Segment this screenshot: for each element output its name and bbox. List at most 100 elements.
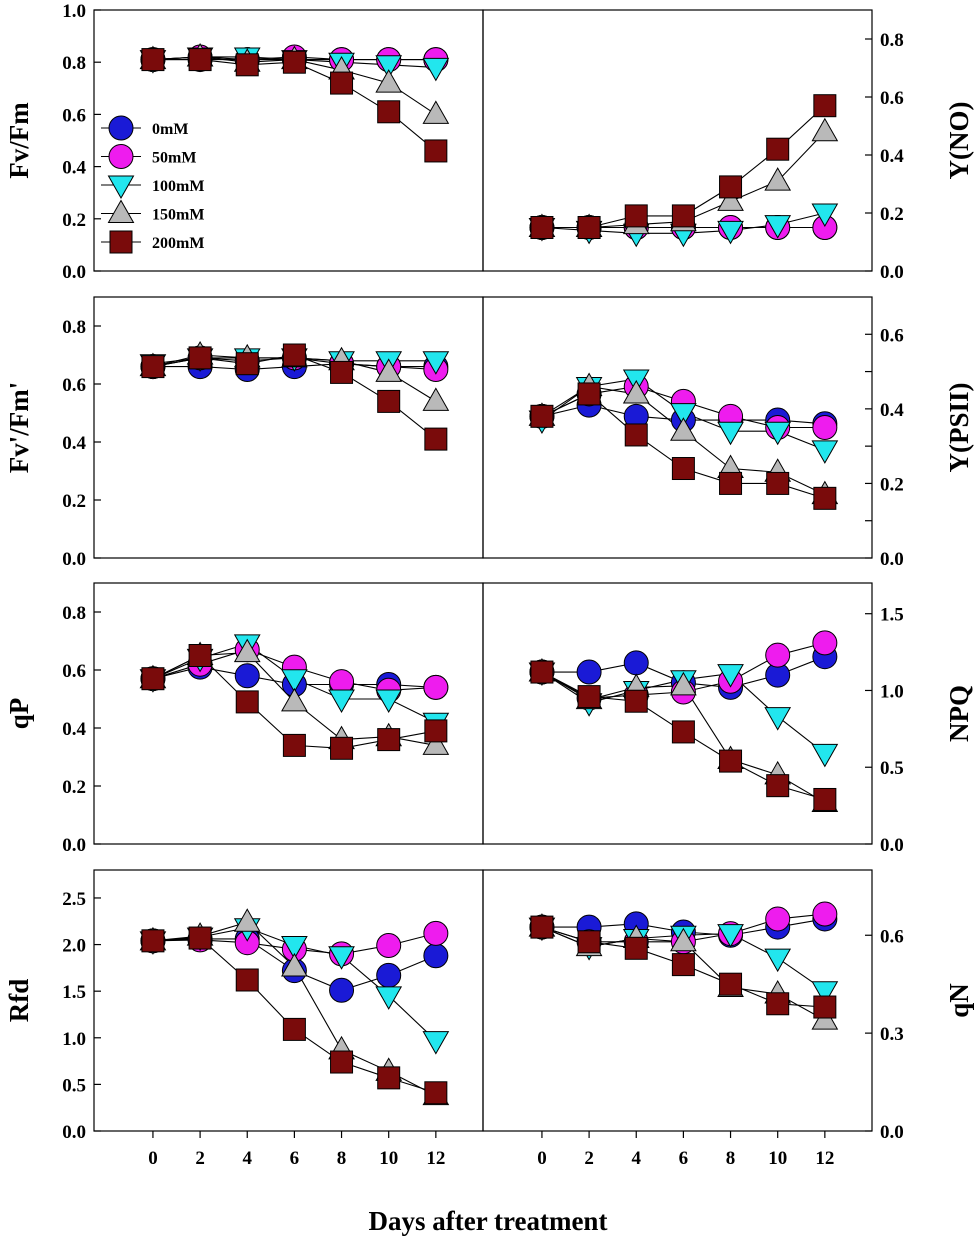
panel-ypsii: 0.0 0.2 0.4 0.6 Y(PSII): [482, 296, 974, 570]
x-tick-label: 12: [426, 1148, 445, 1169]
data-point-150mM: [622, 379, 650, 404]
data-point-100mM: [328, 946, 355, 970]
y-tick-label: 2.5: [62, 889, 86, 910]
legend-marker-200mM: [109, 230, 133, 254]
y-tick-label: 0.6: [62, 661, 86, 682]
data-point-200mM: [377, 100, 401, 124]
data-point-100mM: [717, 421, 744, 446]
y-axis-label: qP: [4, 698, 34, 730]
data-point-100mM: [811, 743, 839, 768]
data-point-0mM: [329, 977, 355, 1003]
panel-rfd: 0.0 0.5 1.0 1.5 2.0 2.5 Rfd 0 2 4 6 8 10 12: [4, 869, 484, 1169]
legend-label: 150mM: [152, 207, 204, 224]
data-point-200mM: [377, 1066, 401, 1090]
y-tick-label: 0.4: [880, 146, 904, 167]
x-tick-label: 6: [290, 1148, 300, 1169]
data-point-150mM: [764, 167, 792, 191]
data-point-200mM: [624, 204, 648, 228]
data-point-200mM: [377, 728, 401, 752]
data-point-0mM: [423, 943, 449, 969]
data-point-200mM: [624, 689, 648, 713]
y-axis-label: Rfd: [4, 979, 34, 1023]
data-point-200mM: [577, 216, 601, 239]
data-point-100mM: [281, 936, 308, 960]
data-point-150mM: [422, 100, 450, 124]
legend-label: 100mM: [152, 178, 204, 195]
data-point-200mM: [141, 48, 165, 72]
data-point-200mM: [624, 936, 648, 960]
x-tick-label: 10: [379, 1148, 398, 1169]
x-tick-label: 10: [768, 1148, 787, 1169]
data-point-150mM: [717, 187, 744, 211]
data-point-200mM: [719, 175, 743, 199]
data-point-100mM: [375, 55, 403, 79]
data-point-200mM: [624, 423, 648, 447]
y-axis-label: NPQ: [944, 685, 974, 742]
x-tick-label: 0: [148, 1148, 158, 1169]
data-point-50mM: [812, 630, 838, 656]
y-tick-label: 1.5: [880, 605, 904, 626]
x-tick-label: 12: [815, 1148, 834, 1169]
x-tick-label: 0: [537, 1148, 547, 1169]
data-point-200mM: [330, 360, 354, 384]
y-tick-label: 0.0: [62, 262, 86, 283]
y-tick-label: 0.0: [880, 549, 904, 570]
data-point-100mM: [764, 948, 792, 973]
y-tick-label: 0.6: [880, 88, 904, 109]
y-tick-label: 0.5: [62, 1075, 86, 1096]
data-point-200mM: [330, 71, 354, 95]
data-point-0mM: [234, 663, 260, 689]
data-point-50mM: [423, 674, 449, 700]
data-point-200mM: [188, 644, 212, 667]
legend-item: 0mM: [101, 115, 188, 141]
data-point-100mM: [764, 421, 792, 446]
data-point-100mM: [422, 1031, 450, 1055]
data-point-150mM: [670, 927, 697, 952]
y-tick-label: 0.2: [62, 210, 86, 231]
y-tick-label: 2.0: [62, 936, 86, 957]
y-tick-label: 0.2: [62, 491, 86, 512]
x-axis-label: Days after treatment: [369, 1206, 608, 1236]
data-point-150mM: [422, 731, 450, 755]
y-tick-label: 0.6: [880, 926, 904, 947]
data-point-200mM: [530, 660, 554, 684]
legend: 0mM 50mM 100mM 150mM 200mM: [101, 115, 204, 254]
data-point-50mM: [812, 415, 838, 440]
legend-marker-100mM: [107, 175, 135, 200]
data-point-200mM: [235, 968, 259, 992]
data-point-200mM: [424, 139, 448, 163]
data-point-100mM: [717, 220, 744, 245]
x-tick-label: 2: [584, 1148, 594, 1169]
data-point-200mM: [530, 216, 554, 239]
legend-label: 200mM: [152, 235, 204, 252]
panel-fvfmprime: 0.0 0.2 0.4 0.6 0.8 Fv'/Fm': [4, 296, 484, 570]
data-point-200mM: [813, 486, 837, 510]
data-point-200mM: [719, 749, 743, 773]
data-point-200mM: [424, 719, 448, 743]
y-tick-label: 1.0: [62, 1029, 86, 1050]
legend-marker-50mM: [108, 144, 134, 169]
data-point-200mM: [671, 457, 695, 481]
data-point-200mM: [530, 915, 554, 939]
plot-frame: [482, 296, 873, 559]
data-point-50mM: [765, 642, 791, 668]
y-tick-label: 0.2: [880, 474, 904, 495]
data-point-200mM: [719, 471, 743, 495]
data-point-200mM: [766, 137, 790, 161]
y-tick-label: 0.5: [880, 758, 904, 779]
data-point-150mM: [281, 687, 308, 712]
data-point-200mM: [330, 736, 354, 760]
data-point-50mM: [376, 933, 402, 959]
x-tick-label: 8: [726, 1148, 736, 1169]
data-point-150mM: [422, 387, 450, 411]
data-point-200mM: [766, 992, 790, 1016]
data-point-200mM: [235, 690, 259, 714]
panel-fvfm: 0.0 0.2 0.4 0.6 0.8 1.0 Fv/Fm: [4, 1, 484, 283]
y-tick-label: 0.6: [62, 375, 86, 396]
data-point-150mM: [670, 417, 697, 441]
data-point-100mM: [811, 981, 839, 1005]
y-tick-label: 0.0: [880, 1122, 904, 1143]
data-point-200mM: [424, 427, 448, 451]
data-point-200mM: [282, 733, 306, 757]
panel-yno: 0.0 0.2 0.4 0.6 0.8 Y(NO): [482, 9, 974, 283]
